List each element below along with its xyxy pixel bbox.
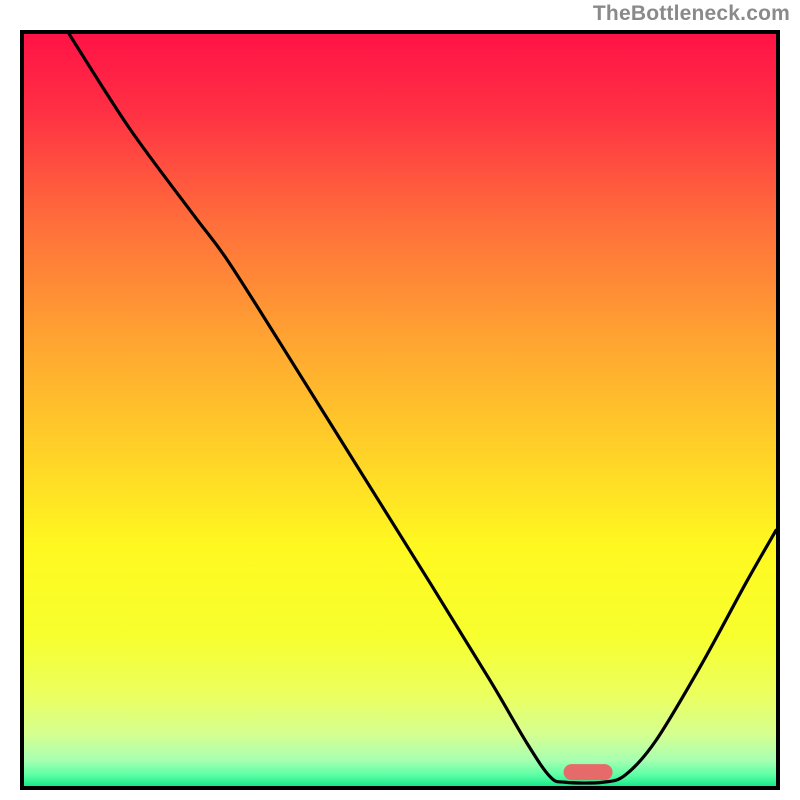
- chart-plot-area: [24, 34, 776, 786]
- axis-right: [776, 30, 780, 790]
- watermark-text: TheBottleneck.com: [593, 2, 790, 26]
- axis-left: [20, 30, 24, 790]
- axis-top: [20, 30, 780, 34]
- axis-bottom: [20, 786, 780, 790]
- bottleneck-curve: [24, 34, 776, 786]
